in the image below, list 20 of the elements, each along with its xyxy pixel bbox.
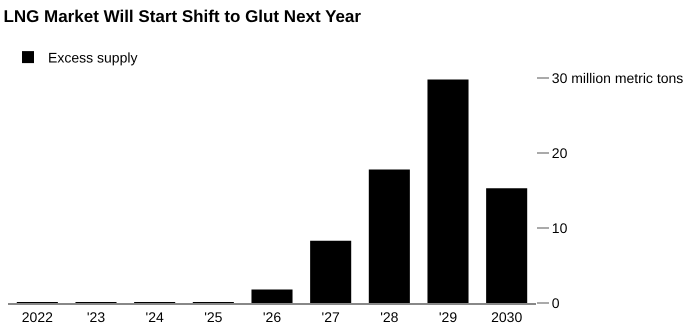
y-tick-label: 20: [552, 144, 568, 161]
x-tick-label: '29: [438, 308, 458, 325]
bar: [486, 188, 528, 303]
y-tick-label: 0: [552, 294, 560, 311]
bar: [310, 240, 352, 303]
x-tick-label: '23: [86, 308, 106, 325]
y-tick-label: 30 million metric tons: [552, 70, 684, 86]
x-tick-label: '24: [146, 308, 164, 325]
x-tick-label: '27: [322, 308, 340, 325]
x-tick-label: 2030: [491, 308, 522, 325]
x-tick-label: '28: [380, 308, 399, 325]
bar: [251, 290, 293, 303]
x-tick-label: '25: [204, 308, 223, 325]
y-tick-label: 10: [552, 220, 568, 236]
chart-title: LNG Market Will Start Shift to Glut Next Year: [3, 6, 362, 26]
x-tick-label: 2022: [22, 308, 54, 325]
legend-label: Excess supply: [48, 50, 138, 66]
x-tick-label: '26: [262, 308, 282, 325]
bar: [368, 170, 410, 303]
bar: [427, 80, 469, 303]
